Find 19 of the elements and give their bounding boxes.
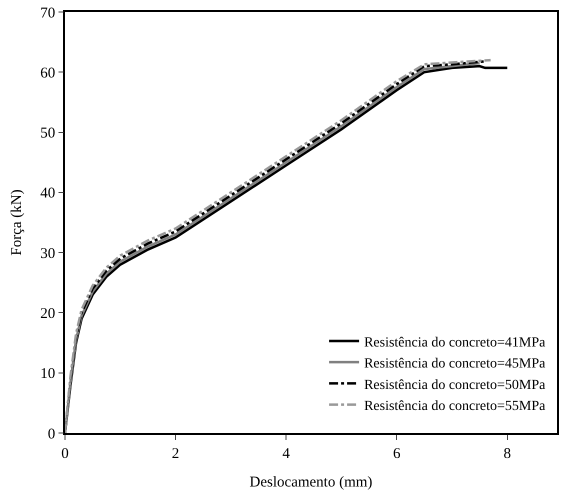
x-tick-label: 8 [504,446,511,462]
y-tick-label: 50 [40,126,56,142]
legend-label: Resistência do concreto=55MPa [364,399,546,414]
y-tick-label: 40 [40,186,56,202]
x-tick-label: 2 [172,446,180,462]
legend-label: Resistência do concreto=45MPa [364,356,546,372]
legend-label: Resistência do concreto=41MPa [364,335,546,350]
x-tick-label: 4 [282,446,290,462]
y-tick-label: 70 [40,5,56,22]
y-tick-label: 0 [48,426,56,442]
legend-label: Resistência do concreto=50MPa [364,378,546,393]
y-tick-label: 10 [40,366,56,382]
x-tick-label: 6 [392,446,401,462]
x-axis-title: Deslocamento (mm) [250,474,372,490]
x-tick-label: 0 [61,446,69,462]
y-tick-label: 20 [40,306,56,322]
y-tick-label: 60 [40,65,56,82]
y-axis-title: Força (kN) [9,189,25,256]
y-tick-label: 30 [40,246,56,262]
